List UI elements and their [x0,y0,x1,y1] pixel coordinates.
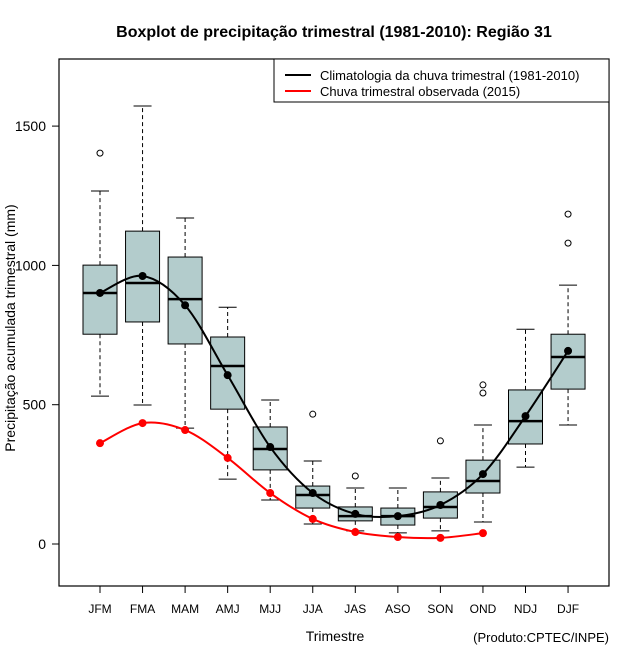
climatology-point [393,512,402,521]
x-tick-label: AMJ [216,602,240,616]
box-jfm [82,149,118,397]
box-son [422,437,458,532]
plot-area [82,105,586,542]
box-aso [380,487,416,534]
outlier-point [351,472,359,480]
observed-point [223,453,232,462]
climatology-point [564,346,573,355]
outlier-point [479,381,487,389]
y-tick-label: 0 [38,536,46,552]
observed-point [308,514,317,523]
observed-line [99,421,484,540]
climatology-point [308,489,317,498]
climatology-point [478,470,487,479]
observed-point [478,529,487,538]
series-observed [96,419,487,542]
legend-label-climatology: Climatologia da chuva trimestral (1981-2… [320,68,579,83]
observed-point [181,426,190,435]
y-tick-label: 1000 [15,257,46,273]
x-tick-label: MJJ [259,602,281,616]
outlier-point [564,210,572,218]
iqr-box [82,264,118,335]
climatology-point [223,371,232,380]
outlier-point [564,239,572,247]
chart-title: Boxplot de precipitação trimestral (1981… [116,24,552,41]
observed-point [436,533,445,542]
iqr-box [295,485,331,509]
climatology-point [181,301,190,310]
legend: Climatologia da chuva trimestral (1981-2… [273,58,610,103]
y-axis: 0 500 1000 1500 [15,118,59,552]
outlier-point [309,410,317,418]
x-tick-label: JFM [88,602,111,616]
climatology-point [436,500,445,509]
x-tick-label: NDJ [514,602,537,616]
x-tick-label: JJA [303,602,323,616]
series-climatology [96,271,573,521]
climatology-point [351,509,360,518]
climatology-point [266,443,275,452]
x-axis: JFM FMA MAM AMJ MJJ JJA JAS ASO SON OND NDJ DJF [88,586,579,616]
y-tick-label: 500 [23,397,47,413]
observed-point [393,533,402,542]
credit-text: (Produto:CPTEC/INPE) [473,630,609,645]
observed-point [266,489,275,498]
outlier-point [479,389,487,397]
x-tick-label: DJF [557,602,579,616]
legend-label-observed: Chuva trimestral observada (2015) [320,84,520,99]
x-tick-label: JAS [344,602,366,616]
x-tick-label: MAM [171,602,199,616]
iqr-box [167,256,203,345]
climatology-point [521,412,530,421]
observed-point [138,419,147,428]
x-tick-label: FMA [130,602,155,616]
box-amj [210,306,246,480]
box-ond [465,381,501,523]
observed-point [96,439,104,448]
y-tick-label: 1500 [15,118,46,134]
x-tick-label: OND [470,602,497,616]
outlier-point [96,149,104,157]
y-axis-label: Precipitação acumulada trimestral (mm) [2,204,18,451]
x-tick-label: ASO [385,602,410,616]
climatology-point [96,288,104,297]
climatology-point [138,271,147,280]
observed-point [351,528,360,537]
outlier-point [436,437,444,445]
box-jja [295,410,331,525]
box-jas [337,472,373,532]
box-djf [550,210,586,426]
legend-box [273,58,610,103]
x-axis-label: Trimestre [306,628,365,644]
iqr-box [550,333,586,390]
box-fma [125,105,161,406]
x-tick-label: SON [427,602,453,616]
